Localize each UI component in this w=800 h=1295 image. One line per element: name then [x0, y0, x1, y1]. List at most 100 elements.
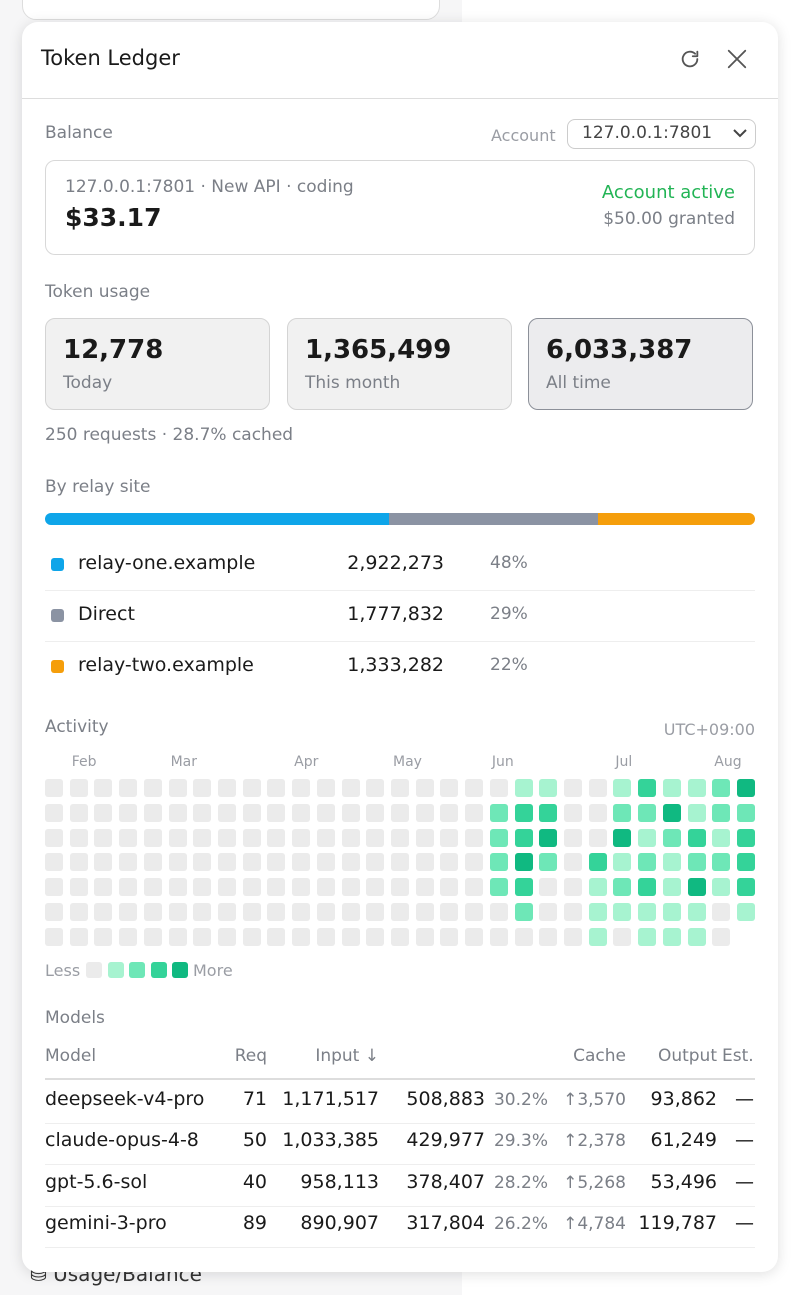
background-card	[22, 0, 440, 20]
heat-cell	[440, 927, 459, 946]
table-cell: 50	[242, 1129, 267, 1152]
table-cell: 1,171,517	[282, 1088, 379, 1110]
usage-value: 1,365,499	[305, 335, 452, 365]
heat-cell	[341, 803, 360, 822]
account-status: Account active	[601, 182, 735, 203]
heat-cell	[366, 803, 385, 822]
heat-cell	[242, 927, 261, 946]
heat-cell	[489, 828, 508, 847]
relay-name: relay-one.example	[78, 552, 256, 574]
heat-cell	[539, 803, 558, 822]
heat-cell	[94, 927, 113, 946]
balance-box: 127.0.0.1:7801 · New API · coding $33.17…	[45, 160, 755, 255]
table-cell: —	[735, 1170, 754, 1193]
relay-share: 22%	[490, 655, 528, 675]
heat-cell	[193, 878, 212, 897]
heat-cell	[292, 853, 311, 872]
account-label: Account	[491, 126, 556, 145]
heat-cell	[737, 803, 755, 822]
heat-cell	[366, 878, 385, 897]
heat-cell	[415, 779, 434, 797]
month-label: Apr	[294, 754, 319, 770]
heat-cell	[45, 779, 63, 797]
heat-cell	[341, 927, 360, 946]
heat-cell	[143, 878, 162, 897]
heat-cell	[539, 853, 558, 872]
account-select[interactable]: 127.0.0.1:7801	[567, 119, 756, 149]
section-label: Models	[45, 1008, 105, 1028]
heat-cell	[168, 927, 187, 946]
table-cell: 28.2%	[493, 1172, 548, 1193]
heat-cell	[391, 828, 409, 847]
heat-cell	[588, 803, 607, 822]
heat-cell	[193, 853, 212, 872]
relay-segment	[388, 513, 599, 525]
table-cell: gemini-3-pro	[45, 1211, 167, 1234]
heat-cell	[316, 803, 335, 822]
heat-cell	[366, 927, 385, 946]
heat-cell	[737, 779, 755, 797]
heat-cell	[391, 903, 409, 921]
heat-cell	[687, 853, 706, 872]
heat-cell	[45, 903, 63, 921]
timezone: UTC+09:00	[663, 720, 755, 739]
heat-cell	[119, 903, 138, 921]
heat-cell	[69, 779, 88, 797]
refresh-button[interactable]	[679, 48, 701, 70]
heat-cell	[242, 903, 261, 921]
table-cell: 53,496	[650, 1170, 717, 1193]
heat-cell	[539, 878, 558, 897]
heat-cell	[69, 927, 88, 946]
heat-cell	[292, 779, 311, 797]
heat-cell	[415, 803, 434, 822]
balance-amount: $33.17	[65, 203, 162, 232]
usage-card[interactable]: 6,033,387 All time	[528, 318, 753, 410]
heat-cell	[415, 878, 434, 897]
heat-cell	[218, 828, 236, 847]
usage-card[interactable]: 1,365,499 This month	[287, 318, 512, 410]
heat-cell	[687, 903, 706, 921]
heat-cell	[218, 903, 236, 921]
heat-cell	[218, 779, 236, 797]
heat-cell	[45, 878, 63, 897]
relay-segment	[45, 513, 389, 525]
heat-cell	[539, 927, 558, 946]
usage-card[interactable]: 12,778 Today	[45, 318, 270, 410]
heat-cell	[514, 927, 533, 946]
heat-cell	[94, 878, 113, 897]
month-label: Feb	[71, 754, 97, 770]
heat-cell	[218, 878, 236, 897]
heat-cell	[465, 853, 484, 872]
section-label: Activity	[45, 717, 109, 737]
table-cell: ↑3,570	[563, 1090, 626, 1110]
heat-cell	[168, 828, 187, 847]
heat-cell	[242, 803, 261, 822]
table-header: Model	[45, 1046, 97, 1066]
heat-cell	[242, 878, 261, 897]
heat-cell	[440, 779, 459, 797]
heat-cell	[292, 803, 311, 822]
account-value: 127.0.0.1:7801	[582, 123, 713, 143]
table-cell: 317,804	[406, 1211, 485, 1234]
heat-cell	[69, 903, 88, 921]
heat-cell	[662, 927, 681, 946]
close-button[interactable]	[726, 48, 748, 70]
table-cell: ↑5,268	[563, 1172, 626, 1193]
legend-more: More	[193, 961, 233, 980]
table-cell: —	[735, 1129, 754, 1152]
table-cell: 93,862	[650, 1088, 717, 1110]
heat-cell	[712, 927, 731, 946]
heat-cell	[94, 803, 113, 822]
table-cell: 378,407	[406, 1170, 485, 1193]
heat-cell	[564, 853, 582, 872]
heat-cell	[143, 779, 162, 797]
heat-cell	[737, 853, 755, 872]
heat-cell	[391, 803, 409, 822]
heat-cell	[638, 853, 657, 872]
heat-cell	[218, 927, 236, 946]
heat-cell	[193, 779, 212, 797]
table-header: Output	[657, 1046, 717, 1066]
heat-cell	[588, 927, 607, 946]
table-header: Cache	[573, 1046, 626, 1066]
